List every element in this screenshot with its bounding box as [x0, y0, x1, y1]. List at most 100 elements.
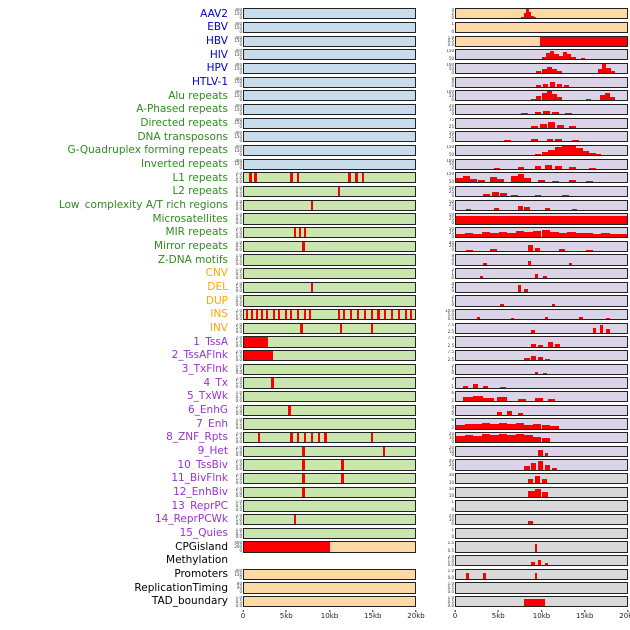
signal-bar — [604, 92, 610, 101]
x-tick-label: 5kb — [491, 612, 505, 621]
y-axis-ticks-right: 20 10 0 — [444, 446, 455, 457]
y-tick-label: 1.0 — [235, 489, 242, 495]
y-axis-ticks-right: 100 50 0 — [444, 90, 455, 101]
signal-bar — [310, 282, 314, 292]
signal-bar — [466, 249, 474, 251]
track-panel-right — [455, 268, 628, 280]
signal-bar — [473, 233, 482, 238]
y-tick-label: 150 — [234, 24, 242, 30]
y-tick-label: 150 — [234, 79, 242, 85]
y-tick-label: 2 — [451, 424, 454, 430]
signal-bar — [285, 310, 288, 320]
y-tick-label: 4 — [451, 404, 454, 409]
track-label: 10_TssBiv — [177, 459, 228, 471]
y-tick-label: 150 — [234, 571, 242, 577]
signal-bar — [515, 230, 525, 238]
x-tick-label: 15kb — [576, 612, 594, 621]
y-tick-label: 400 — [234, 541, 242, 546]
y-axis-ticks-right: 7.5 2.5 — [444, 323, 455, 334]
signal-bar — [599, 94, 605, 101]
y-tick-label: 2 — [451, 295, 454, 300]
track-panel-right — [455, 322, 628, 334]
y-axis-ticks-mid: 300 150 0 — [232, 159, 243, 170]
y-tick-label: 150 — [446, 49, 454, 54]
y-tick-label: 1.0 — [235, 185, 242, 190]
y-tick-label: 20 — [448, 514, 454, 519]
y-axis-ticks-mid: 1.0 0.5 0.0 — [232, 391, 243, 402]
signal-bar — [555, 139, 562, 142]
track-panel-mid — [243, 281, 416, 293]
y-axis-ticks-right: 30 10 — [444, 487, 455, 498]
signal-bar — [481, 434, 491, 443]
signal-bar — [515, 434, 525, 443]
y-tick-label: 1.5 — [447, 541, 454, 546]
signal-bar — [546, 67, 552, 74]
signal-bar — [531, 343, 537, 347]
signal-bar — [562, 145, 569, 156]
y-tick-label: 150 — [234, 93, 242, 99]
y-tick-label: 0 — [239, 110, 242, 116]
x-axis-left-pad — [0, 610, 243, 623]
signal-bar — [524, 435, 533, 443]
signal-bar — [257, 433, 261, 443]
signal-bar — [580, 57, 586, 60]
track-panel-mid — [243, 322, 416, 334]
signal-bar — [534, 372, 539, 374]
track-row: 10_TssBiv 2.0 1.0 0.0 40 20 0 — [0, 458, 630, 472]
track-panel-right — [455, 500, 628, 512]
track-panel-right — [455, 568, 628, 580]
y-tick-label: 50 — [448, 93, 454, 99]
signal-bar — [517, 398, 527, 402]
signal-bar — [464, 423, 474, 429]
track-panel-right — [455, 459, 628, 471]
track-label: INV — [209, 323, 228, 334]
y-tick-label: 0.0 — [235, 178, 242, 184]
y-tick-label: 25 — [448, 202, 454, 208]
y-tick-label: 1.0 — [235, 254, 242, 259]
track-panel-right — [455, 418, 628, 430]
signal-bar — [483, 262, 487, 265]
y-axis-ticks-mid: 300 150 0 — [232, 77, 243, 88]
signal-bar — [534, 153, 542, 156]
y-axis-ticks-mid: 2.0 1.0 0.0 — [232, 377, 243, 388]
signal-bar — [610, 71, 616, 74]
y-axis-ticks-mid: 300 150 0 — [232, 131, 243, 142]
track-label: Microsatellites — [152, 213, 228, 225]
signal-bar — [562, 52, 568, 60]
x-tick: 5kb — [491, 609, 505, 621]
signal-bar — [245, 310, 248, 320]
track-panel-mid — [243, 350, 416, 362]
y-tick-label: 80 — [236, 582, 242, 587]
track-panel-right — [455, 486, 628, 498]
track-panel-mid — [243, 21, 416, 34]
signal-bar — [544, 316, 549, 320]
signal-bar — [524, 178, 532, 183]
y-tick-label: 0 — [239, 548, 242, 553]
signal-bar — [556, 84, 562, 87]
signal-bar — [244, 351, 274, 361]
y-axis-ticks-mid: 2.0 1.0 0.0 — [232, 432, 243, 443]
y-tick-label: 150 — [234, 147, 242, 153]
signal-bar — [370, 323, 373, 333]
y-tick-label: 7.5 — [447, 322, 454, 327]
y-tick-label: 0.0 — [235, 233, 242, 239]
signal-bar — [534, 397, 544, 402]
track-panel-right — [455, 295, 628, 307]
track-panel-right — [455, 35, 628, 47]
y-tick-label: 1.0 — [235, 462, 242, 468]
track-row: Methylation 2.0 1.0 0.0 — [0, 554, 630, 568]
signal-bar — [250, 310, 254, 320]
signal-bar — [541, 425, 551, 429]
y-tick-label: 2 — [451, 268, 454, 272]
signal-bar — [551, 69, 557, 74]
track-row: Alu repeats 300 150 0 100 50 0 — [0, 89, 630, 103]
signal-bar — [544, 562, 549, 566]
y-tick-label: 1.0 — [235, 391, 242, 396]
signal-bar — [541, 230, 551, 238]
y-axis-ticks-mid: 1.0 0.5 0.0 — [232, 295, 243, 306]
y-tick-label: 1.0 — [447, 35, 454, 40]
signal-bar — [524, 289, 528, 292]
track-panel-right — [455, 281, 628, 293]
track-panel-mid — [243, 62, 416, 75]
